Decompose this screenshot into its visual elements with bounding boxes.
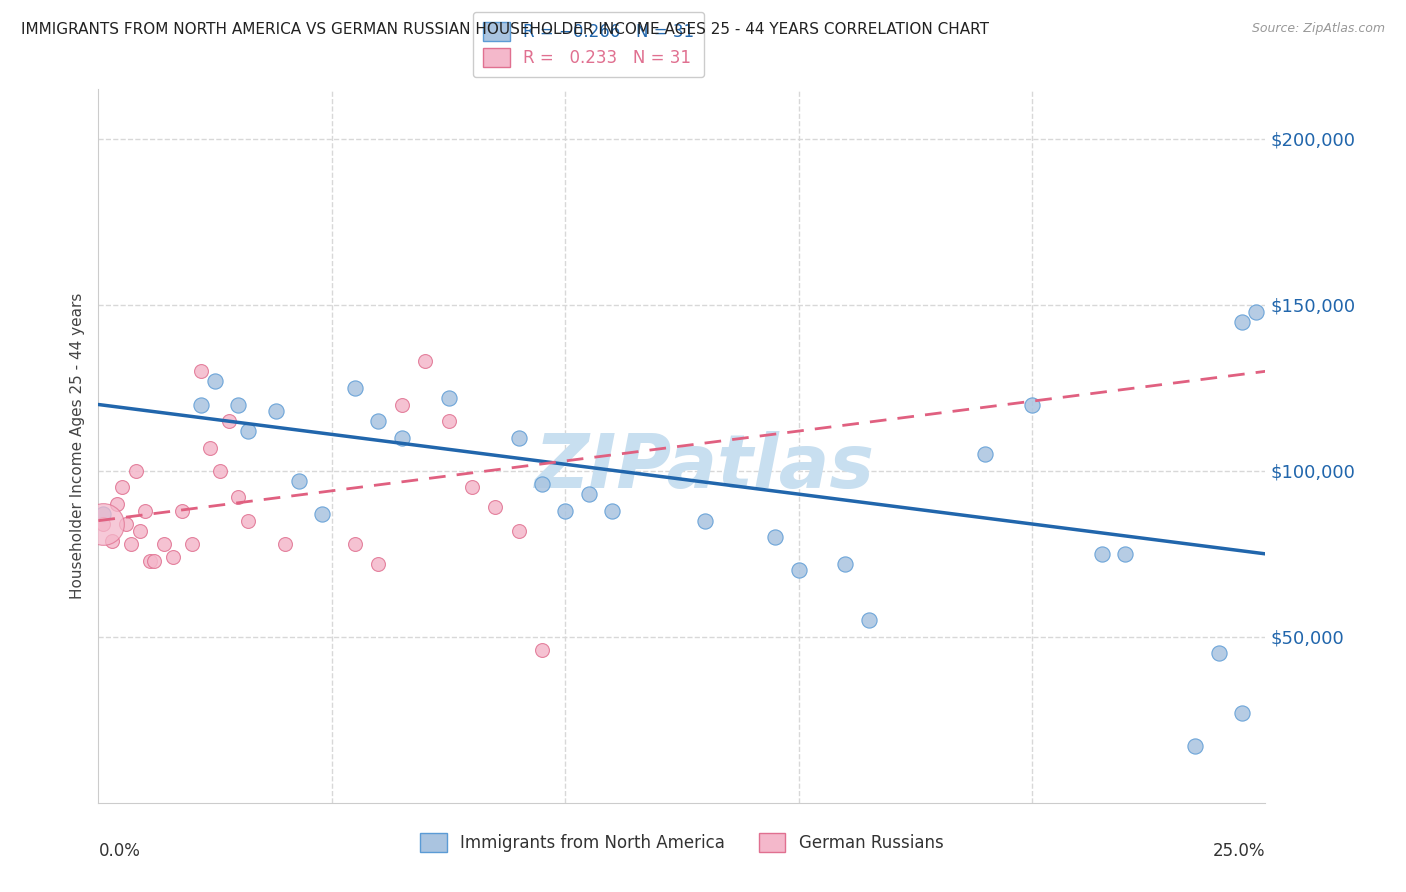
Point (508, 431, 530, 445)
Point (311, 507, 333, 521)
Point (695, 514, 717, 528)
Point (236, 424, 259, 438)
Text: IMMIGRANTS FROM NORTH AMERICA VS GERMAN RUSSIAN HOUSEHOLDER INCOME AGES 25 - 44 : IMMIGRANTS FROM NORTH AMERICA VS GERMAN … (21, 22, 988, 37)
Point (264, 404, 287, 418)
Point (190, 364, 212, 378)
Point (1114, 547, 1136, 561)
Point (111, 481, 134, 495)
Point (1230, 314, 1253, 328)
Point (484, 500, 506, 515)
Point (344, 537, 367, 551)
Point (461, 481, 484, 495)
Point (834, 557, 856, 571)
Point (413, 354, 436, 368)
Point (172, 504, 194, 518)
Legend: Immigrants from North America, German Russians: Immigrants from North America, German Ru… (413, 826, 950, 859)
Text: 25.0%: 25.0% (1213, 842, 1265, 860)
Point (858, 613, 880, 627)
Text: ZIPatlas: ZIPatlas (536, 431, 876, 504)
Point (1091, 547, 1114, 561)
Point (208, 464, 231, 478)
Point (143, 553, 166, 567)
Point (1184, 739, 1206, 754)
Point (600, 504, 623, 518)
Point (115, 516, 138, 531)
Point (763, 530, 786, 544)
Point (101, 533, 124, 548)
Point (236, 514, 259, 528)
Point (437, 414, 460, 428)
Point (129, 524, 152, 538)
Point (974, 447, 997, 461)
Point (204, 374, 226, 388)
Point (200, 441, 222, 455)
Point (125, 464, 148, 478)
Point (1208, 647, 1230, 661)
Point (162, 550, 184, 565)
Point (437, 391, 460, 405)
Point (367, 557, 389, 571)
Point (530, 477, 553, 491)
Point (274, 537, 297, 551)
Point (1244, 304, 1267, 318)
Point (578, 487, 600, 501)
Point (391, 431, 413, 445)
Point (91, 516, 114, 531)
Point (391, 397, 413, 411)
Point (530, 643, 553, 657)
Point (228, 491, 250, 505)
Point (1230, 706, 1253, 721)
Text: Source: ZipAtlas.com: Source: ZipAtlas.com (1251, 22, 1385, 36)
Point (1021, 397, 1043, 411)
Point (134, 504, 156, 518)
Point (554, 504, 576, 518)
Point (91, 507, 114, 521)
Point (139, 553, 162, 567)
Point (228, 397, 250, 411)
Text: 0.0%: 0.0% (98, 842, 141, 860)
Point (152, 537, 174, 551)
Point (120, 537, 142, 551)
Point (288, 474, 311, 488)
Point (180, 537, 202, 551)
Point (367, 414, 389, 428)
Y-axis label: Householder Income Ages 25 - 44 years: Householder Income Ages 25 - 44 years (70, 293, 86, 599)
Point (344, 381, 367, 395)
Point (190, 397, 212, 411)
Point (218, 414, 240, 428)
Point (508, 524, 530, 538)
Point (105, 497, 128, 511)
Point (787, 564, 810, 578)
Point (91, 516, 114, 531)
